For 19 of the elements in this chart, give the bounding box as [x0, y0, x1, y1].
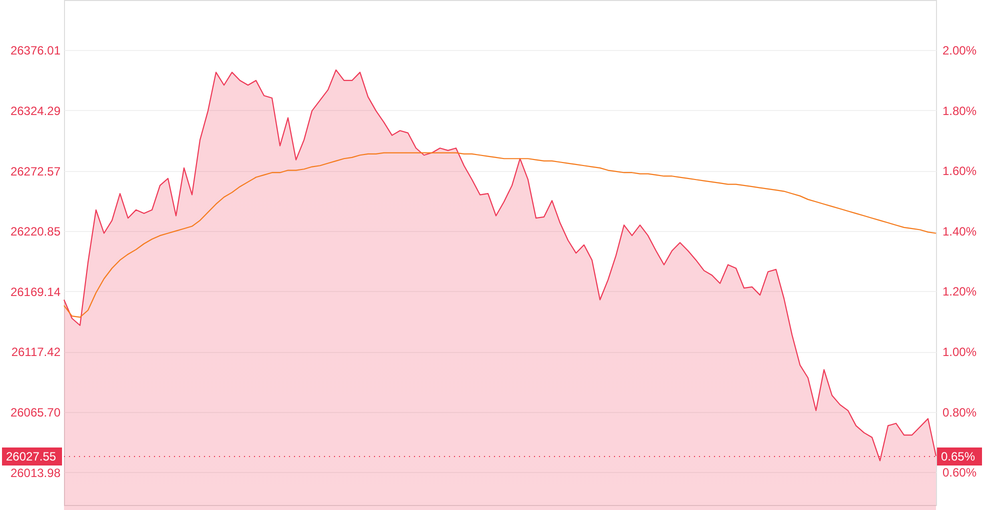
- y-tick-label: 26376.01: [10, 44, 61, 58]
- y2-tick-label: 1.60%: [942, 164, 977, 178]
- ref-line-label: 26027.55: [6, 450, 56, 464]
- y-tick-label: 26324.29: [10, 104, 61, 118]
- y-tick-label: 26117.42: [11, 345, 61, 360]
- text: 0.65%: [941, 450, 976, 464]
- y-tick-label: 26272.57: [10, 164, 61, 178]
- line-series: [63, 152, 937, 318]
- y-tick-label: 26065.70: [10, 406, 61, 420]
- y2-tick-label: 1.80%: [942, 104, 977, 118]
- y-tick-label: 26220.85: [10, 224, 61, 239]
- y-tick-label: 26169.14: [10, 284, 61, 299]
- y2-tick-label: 0.60%: [942, 466, 977, 480]
- y2-tick-label: 1.20%: [942, 284, 977, 299]
- y2-tick-label: 2.00%: [942, 44, 977, 58]
- y-tick-label: 26013.98: [10, 466, 61, 480]
- y2-tick-label: 0.80%: [942, 405, 977, 420]
- y2-tick-label: 1.40%: [942, 224, 977, 238]
- y2-tick-label: 1.00%: [942, 345, 977, 360]
